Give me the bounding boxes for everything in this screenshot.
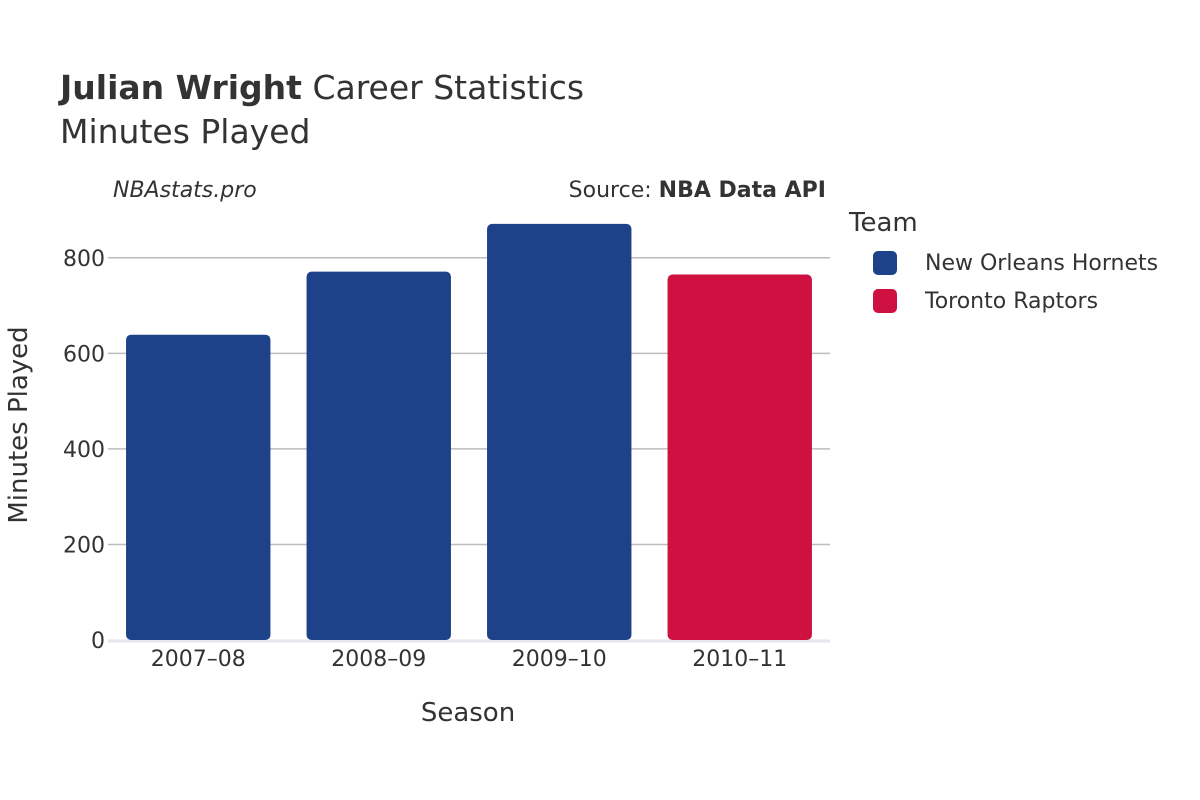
y-tick-label: 200: [63, 533, 105, 558]
x-tick-label: 2007–08: [151, 647, 246, 672]
bar-4: [667, 274, 812, 640]
chart-subtitle: Minutes Played: [60, 112, 311, 151]
x-tick-label: 2009–10: [512, 647, 607, 672]
chart-title-block: Julian Wright Career Statistics Minutes …: [60, 66, 584, 154]
watermark: NBAstats.pro: [113, 178, 257, 203]
x-axis-title: Season: [421, 698, 515, 728]
title-suffix: Career Statistics: [312, 68, 585, 107]
legend-title: Team: [849, 208, 918, 238]
source-value: NBA Data API: [658, 178, 826, 203]
y-axis-title: Minutes Played: [4, 326, 34, 523]
source-label: Source:: [568, 178, 652, 203]
y-tick-label: 600: [63, 342, 105, 367]
legend-item-new-orleans-hornets[interactable]: New Orleans Hornets: [849, 244, 1158, 282]
bar-3: [487, 223, 632, 640]
x-tick-label: 2010–11: [692, 647, 787, 672]
bar-2: [306, 271, 451, 640]
chart-title: Julian Wright Career Statistics: [60, 66, 584, 110]
legend: Team New Orleans Hornets Toronto Raptors: [849, 208, 1158, 320]
legend-swatch-new-orleans-hornets: [873, 251, 897, 275]
legend-label-new-orleans-hornets: New Orleans Hornets: [925, 250, 1159, 276]
legend-label-toronto-raptors: Toronto Raptors: [925, 288, 1099, 314]
source-note: Source: NBA Data API: [569, 178, 826, 203]
player-name: Julian Wright: [60, 68, 302, 107]
legend-swatch-toronto-raptors: [873, 289, 897, 313]
y-tick-label: 0: [91, 629, 105, 654]
bar-1: [126, 334, 271, 640]
y-tick-label: 800: [63, 247, 105, 272]
x-tick-label: 2008–09: [331, 647, 426, 672]
legend-item-toronto-raptors[interactable]: Toronto Raptors: [849, 282, 1158, 320]
y-tick-label: 400: [63, 438, 105, 463]
